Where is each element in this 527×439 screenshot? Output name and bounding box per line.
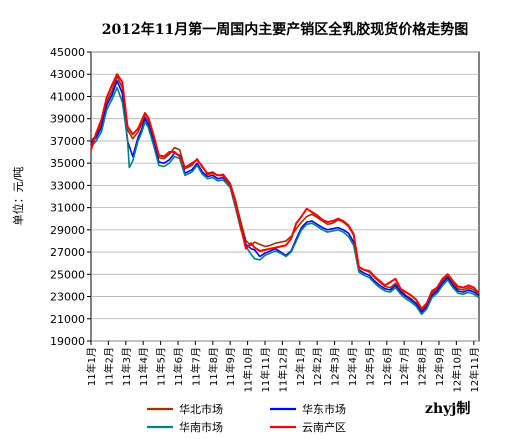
x-tick-label: 12年11月 — [468, 347, 481, 392]
x-tick-label: 11年11月 — [259, 347, 272, 392]
y-tick-label: 45000 — [50, 46, 85, 59]
series-line — [90, 86, 480, 316]
x-tick-label: 12年6月 — [381, 347, 394, 386]
y-tick-label: 19000 — [50, 335, 85, 348]
x-tick-label: 11年3月 — [120, 347, 133, 386]
x-tick-label: 11年9月 — [224, 347, 237, 386]
x-tick-label: 12年2月 — [311, 347, 324, 386]
x-tick-label: 12年9月 — [433, 347, 446, 386]
y-tick-label: 31000 — [50, 202, 85, 215]
gridlines — [91, 51, 479, 342]
legend-label: 云南产区 — [302, 420, 346, 434]
y-tick-label: 23000 — [50, 291, 85, 304]
y-tick-label: 43000 — [50, 68, 85, 81]
x-tick-label: 11年5月 — [155, 347, 168, 386]
chart-title: 2012年11月第一周国内主要产销区全乳胶现货价格走势图 — [102, 21, 468, 38]
x-tick-label: 12年5月 — [363, 347, 376, 386]
series-line — [90, 73, 480, 310]
x-tick-label: 12年7月 — [398, 347, 411, 386]
y-tick-label: 37000 — [50, 135, 85, 148]
y-axis-ticks: 19000 21000 23000 25000 27000 29000 31000 33000… — [50, 46, 91, 348]
series-lines — [90, 73, 480, 316]
x-tick-label: 12年8月 — [416, 347, 429, 386]
series-line — [90, 80, 480, 313]
x-tick-label: 11年7月 — [189, 347, 202, 386]
y-tick-label: 39000 — [50, 113, 85, 126]
x-tick-label: 12年3月 — [329, 347, 342, 386]
x-tick-label: 11年8月 — [207, 347, 220, 386]
x-tick-label: 12年1月 — [294, 347, 307, 386]
y-tick-label: 29000 — [50, 224, 85, 237]
y-axis-label: 单位：元/吨 — [11, 167, 25, 226]
x-tick-label: 11年10月 — [242, 347, 255, 392]
x-tick-label: 11年1月 — [85, 347, 98, 386]
y-tick-label: 35000 — [50, 157, 85, 170]
x-tick-label: 12年10月 — [450, 347, 463, 392]
y-tick-label: 27000 — [50, 246, 85, 259]
x-tick-label: 11年4月 — [137, 347, 150, 386]
plot-frame — [90, 51, 480, 342]
x-tick-label: 12年4月 — [346, 347, 359, 386]
x-axis-ticks: 11年1月 11年2月 11年3月 11年4月 11年5月 11年6月 11年7月 11年8月… — [85, 341, 481, 392]
watermark: zhyj制 — [425, 400, 470, 417]
plot-area — [90, 51, 480, 342]
y-tick-label: 33000 — [50, 179, 85, 192]
y-tick-label: 21000 — [50, 313, 85, 326]
x-tick-label: 11年6月 — [172, 347, 185, 386]
legend-label: 华东市场 — [302, 402, 346, 416]
legend-label: 华南市场 — [179, 420, 223, 434]
legend-label: 华北市场 — [179, 402, 223, 416]
y-tick-label: 25000 — [50, 268, 85, 281]
x-tick-label: 11年2月 — [102, 347, 115, 386]
x-tick-label: 11年12月 — [276, 347, 289, 392]
y-tick-label: 41000 — [50, 90, 85, 103]
